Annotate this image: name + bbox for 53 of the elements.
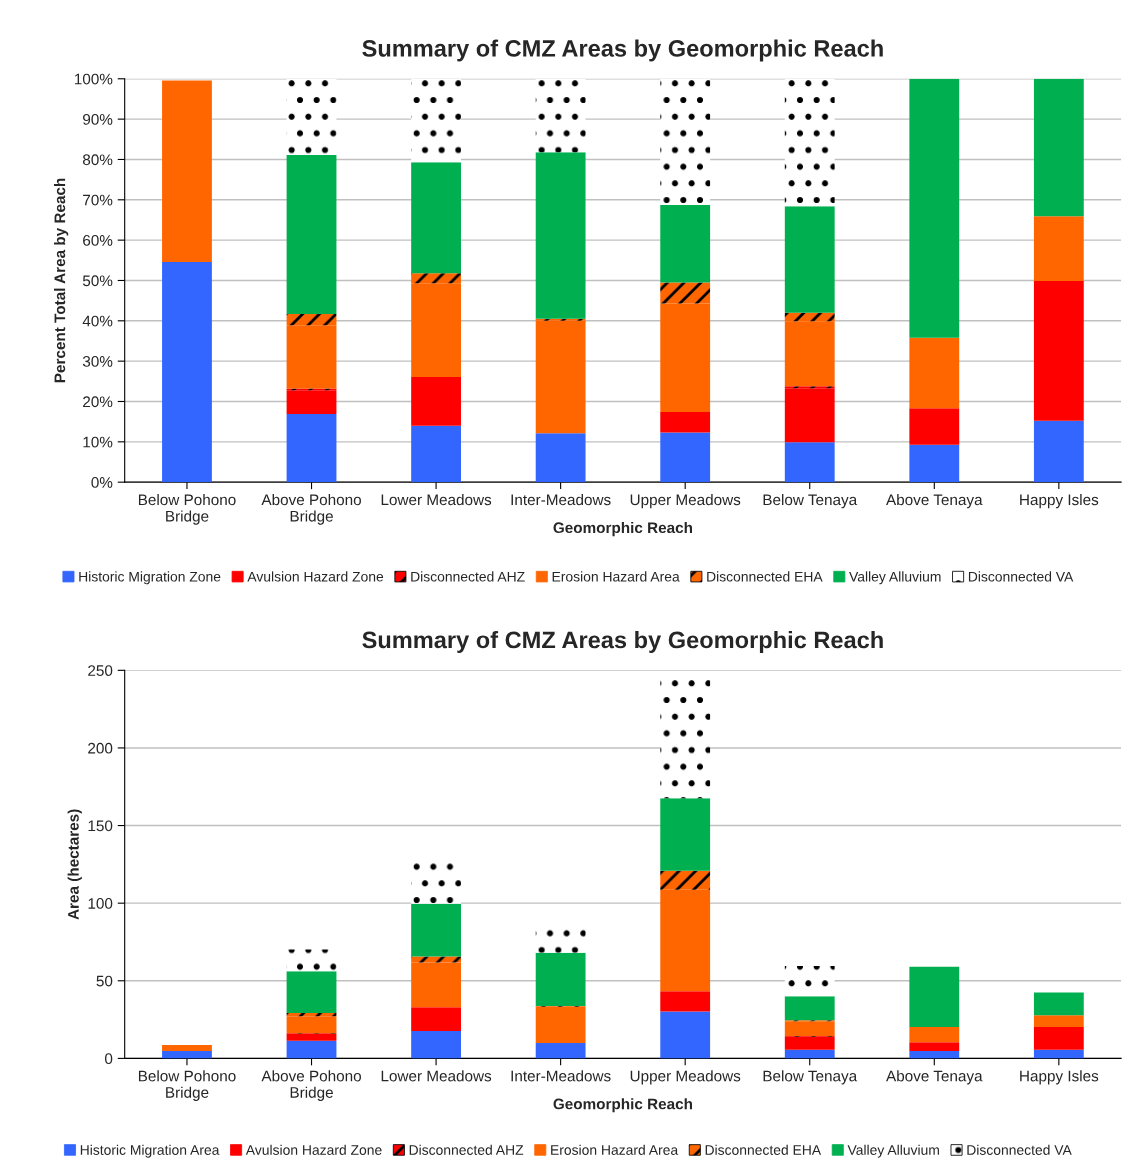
x-tick-label: Inter-Meadows	[511, 1070, 611, 1082]
y-tick-label: 30%	[82, 356, 113, 367]
legend-label: Disconnected EHA	[705, 1144, 822, 1155]
legend-label: Avulsion Hazard Zone	[247, 571, 384, 582]
x-tick-label: Above Pohono Bridge	[261, 1070, 362, 1101]
x-tick-label: Lower Meadows	[381, 493, 492, 506]
y-tick-label: 200	[88, 742, 113, 754]
legend-label: Historic Migration Zone	[79, 571, 221, 585]
x-tick-label: Above Tenaya	[886, 1070, 983, 1085]
legend-label: Erosion Hazard Area	[552, 571, 680, 582]
chart-title: Summary of CMZ Areas by Geomorphic Reach	[362, 630, 883, 653]
y-tick-label: 50	[96, 975, 113, 987]
legend-label: Disconnected VA	[967, 1144, 1072, 1155]
x-axis-title: Geomorphic Reach	[553, 1098, 693, 1113]
legend-label: Valley Alluvium	[847, 1144, 939, 1158]
y-tick-label: 90%	[83, 114, 113, 125]
y-axis-title: Percent Total Area by Reach	[54, 178, 69, 383]
y-tick-label: 10%	[83, 436, 113, 448]
y-tick-label: 20%	[83, 396, 113, 408]
y-tick-label: 50%	[82, 275, 113, 287]
chart-title: Summary of CMZ Areas by Geomorphic Reach	[362, 39, 883, 62]
legend-label: Disconnected AHZ	[411, 571, 525, 582]
y-tick-label: 100%	[74, 73, 113, 85]
y-tick-label: 150	[88, 820, 113, 832]
x-tick-label: Upper Meadows	[630, 493, 741, 509]
legend-label: Disconnected AHZ	[409, 1144, 524, 1155]
y-tick-label: 250	[88, 665, 113, 677]
y-tick-label: 0%	[91, 477, 113, 488]
x-tick-label: Below Tenaya	[763, 493, 858, 509]
y-tick-label: 70%	[83, 194, 113, 206]
x-tick-label: Below Pohono Bridge	[138, 493, 236, 525]
x-tick-label: Below Pohono Bridge	[138, 1070, 236, 1101]
legend-label: Erosion Hazard Area	[551, 1144, 679, 1155]
legend-label: Avulsion Hazard Zone	[245, 1144, 382, 1155]
y-tick-label: 60%	[83, 235, 113, 246]
x-tick-label: Above Tenaya	[886, 493, 983, 509]
y-tick-label: 40%	[82, 315, 113, 327]
x-tick-label: Happy Isles	[1020, 493, 1099, 509]
x-tick-label: Happy Isles	[1020, 1070, 1099, 1085]
y-tick-label: 0	[104, 1053, 113, 1065]
x-tick-label: Upper Meadows	[630, 1070, 741, 1085]
y-tick-label: 80%	[82, 154, 113, 166]
x-tick-label: Below Tenaya	[763, 1070, 858, 1085]
legend-label: Disconnected VA	[968, 571, 1074, 582]
y-tick-label: 100	[88, 898, 113, 909]
x-tick-label: Lower Meadows	[381, 1070, 492, 1082]
x-axis-title: Geomorphic Reach	[553, 521, 693, 537]
x-tick-label: Above Pohono Bridge	[261, 493, 362, 525]
x-tick-label: Inter-Meadows	[511, 493, 611, 506]
legend-label: Historic Migration Area	[80, 1144, 220, 1158]
legend-label: Disconnected EHA	[707, 571, 823, 582]
y-axis-title: Area (hectares)	[67, 809, 82, 920]
legend-label: Valley Alluvium	[849, 571, 941, 585]
